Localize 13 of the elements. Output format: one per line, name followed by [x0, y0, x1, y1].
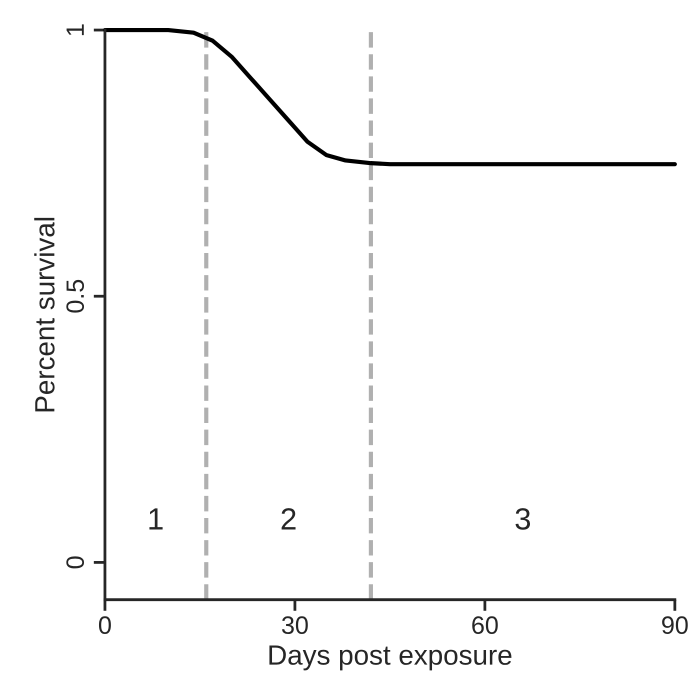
x-axis-title: Days post exposure — [269, 646, 512, 670]
x-tick-label: 0 — [98, 616, 111, 634]
line-series — [102, 28, 677, 166]
y-tick-label: 0 — [66, 556, 84, 568]
annotation: 3 — [516, 508, 530, 530]
annotation: 1 — [149, 508, 163, 530]
annotation: 2 — [282, 508, 296, 530]
x-tick-label: 90 — [662, 616, 688, 634]
y-tick-label: 0.5 — [66, 280, 84, 313]
y-tick-label: 1 — [66, 24, 84, 36]
x-tick-label: 30 — [282, 616, 308, 634]
x-tick-label: 60 — [472, 616, 498, 634]
y-axis-title: Percent survival — [34, 218, 55, 412]
